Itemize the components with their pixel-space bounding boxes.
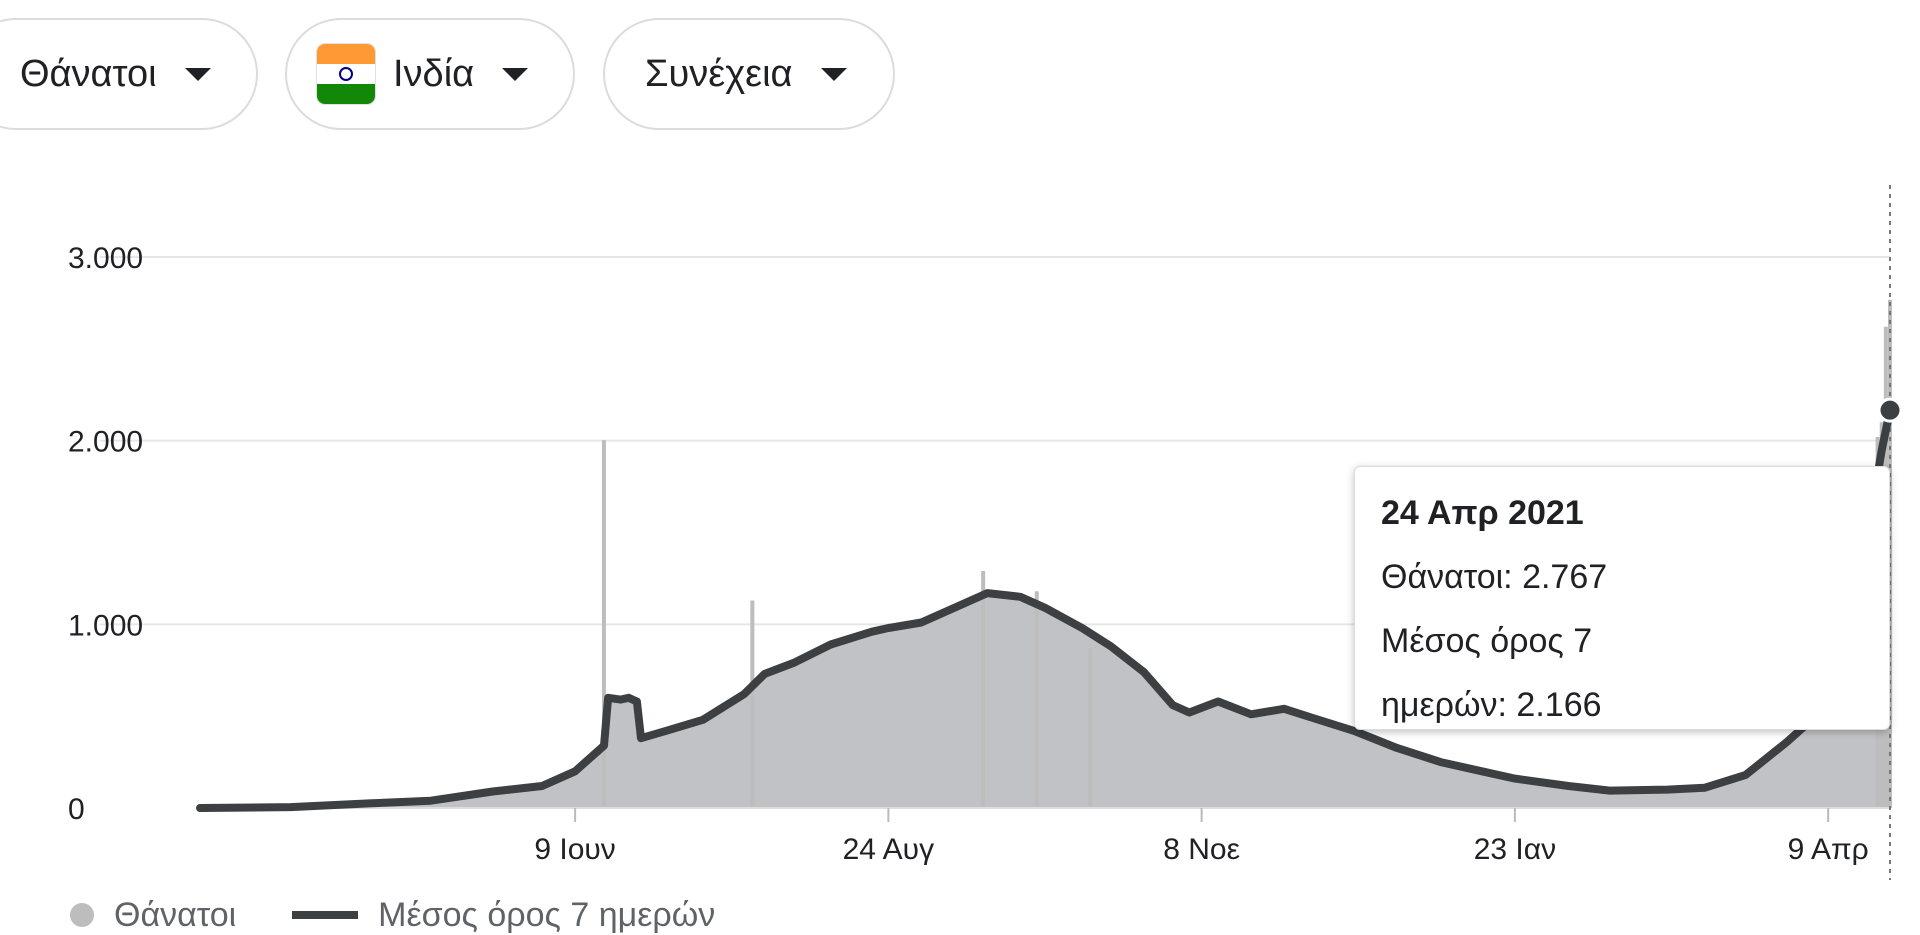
- x-tick-label: 23 Ιαν: [1474, 833, 1556, 866]
- caret-down-icon: [184, 67, 211, 81]
- y-axis-ticks: 0 1.000 2.000 3.000: [68, 242, 143, 826]
- caret-down-icon: [820, 67, 847, 81]
- chart-controls: Θάνατοι Ινδία Συνέχεια: [0, 0, 1920, 140]
- x-tick-label: 9 Ιουν: [534, 833, 615, 866]
- metric-dropdown[interactable]: Θάνατοι: [0, 18, 258, 130]
- deaths-bar: [1088, 648, 1093, 808]
- caret-down-icon: [502, 67, 529, 81]
- legend-item-average[interactable]: Μέσος όρος 7 ημερών: [292, 896, 715, 935]
- mode-dropdown-label: Συνέχεια: [645, 52, 793, 95]
- y-tick-label: 0: [68, 793, 85, 826]
- chart-legend: Θάνατοι Μέσος όρος 7 ημερών: [70, 895, 771, 935]
- legend-label-deaths: Θάνατοι: [114, 895, 237, 934]
- y-tick-label: 2.000: [68, 426, 143, 459]
- x-tick-label: 8 Νοε: [1163, 833, 1240, 866]
- x-tick-label: 9 Απρ: [1788, 833, 1869, 866]
- legend-dot-icon: [70, 903, 94, 927]
- y-tick-label: 3.000: [68, 242, 143, 275]
- country-dropdown-label: Ινδία: [393, 52, 475, 95]
- legend-line-icon: [292, 911, 359, 919]
- metric-dropdown-label: Θάνατοι: [20, 52, 157, 95]
- x-tick-label: 24 Αυγ: [843, 833, 934, 866]
- y-tick-label: 1.000: [68, 609, 143, 642]
- tooltip-average-line1: Μέσος όρος 7: [1381, 622, 1593, 660]
- deaths-bar: [1888, 299, 1892, 808]
- tooltip-deaths: Θάνατοι: 2.767: [1381, 558, 1608, 596]
- legend-item-deaths[interactable]: Θάνατοι: [70, 896, 236, 935]
- tooltip-date: 24 Απρ 2021: [1381, 494, 1584, 532]
- india-flag-icon: [317, 44, 375, 104]
- mode-dropdown[interactable]: Συνέχεια: [603, 18, 895, 130]
- highlight-point: [1877, 397, 1903, 423]
- country-dropdown[interactable]: Ινδία: [285, 18, 575, 130]
- seven-day-average-line: [196, 406, 1894, 812]
- deaths-bar: [601, 440, 606, 808]
- x-axis-ticks: 9 Ιουν 24 Αυγ 8 Νοε 23 Ιαν 9 Απρ: [534, 808, 1869, 866]
- deaths-bar: [750, 600, 755, 808]
- hover-tooltip: 24 Απρ 2021 Θάνατοι: 2.767 Μέσος όρος 7 …: [1354, 466, 1890, 730]
- tooltip-average-line2: ημερών: 2.166: [1381, 686, 1602, 724]
- deaths-bar: [1034, 591, 1039, 808]
- legend-label-average: Μέσος όρος 7 ημερών: [378, 895, 716, 934]
- deaths-bar: [981, 571, 986, 808]
